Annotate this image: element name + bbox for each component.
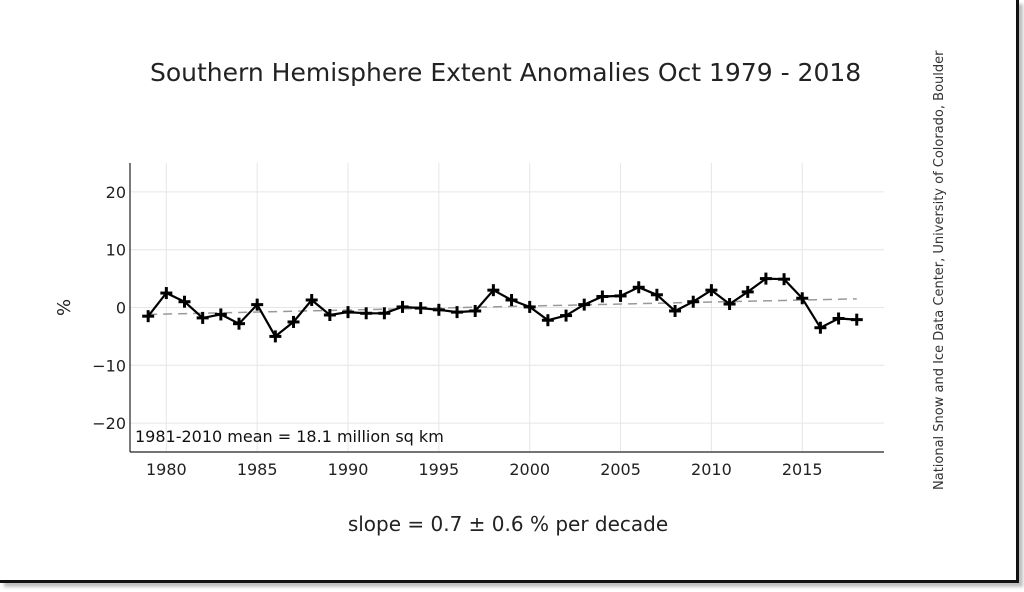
data-point-1983 [214,308,227,321]
data-point-1979 [142,310,155,323]
data-point-1988 [305,293,318,306]
mean-annotation: 1981-2010 mean = 18.1 million sq km [135,427,444,446]
data-point-2015 [796,292,809,305]
data-point-1984 [233,317,246,330]
data-point-1991 [360,307,373,320]
y-tick-label: −20 [92,414,126,433]
data-point-1994 [414,302,427,315]
data-point-1995 [432,303,445,316]
data-point-2003 [578,298,591,311]
y-tick-labels: 20 10 0 −10 −20 [92,183,126,433]
series-line [147,277,857,338]
x-tick-label: 2015 [782,460,823,479]
data-point-2014 [778,273,791,286]
data-point-2002 [560,309,573,322]
data-point-1986 [269,330,282,343]
y-tick-label: −10 [92,356,126,375]
series-layer [142,272,863,343]
x-tick-label: 1985 [237,460,278,479]
data-point-1985 [251,298,264,311]
data-point-2000 [523,300,536,313]
data-point-2017 [832,312,845,325]
data-point-2010 [705,284,718,297]
data-point-2004 [596,290,609,303]
data-point-2009 [687,295,700,308]
data-point-1982 [196,311,209,324]
chart-title: Southern Hemisphere Extent Anomalies Oct… [150,58,862,87]
data-point-1992 [378,307,391,320]
x-axis-label: slope = 0.7 ± 0.6 % per decade [347,512,669,536]
data-point-1990 [342,306,355,319]
data-point-2007 [650,288,663,301]
data-point-2006 [632,281,645,294]
data-point-2011 [723,298,736,311]
x-tick-label: 1995 [419,460,460,479]
data-point-2018 [850,313,863,326]
x-tick-label: 1980 [146,460,187,479]
data-point-2012 [741,285,754,298]
x-tick-label: 2005 [600,460,641,479]
y-tick-label: 20 [106,183,126,202]
data-point-1980 [160,287,173,300]
x-tick-label: 2010 [691,460,732,479]
x-tick-labels: 1980 1985 1990 1995 2000 2005 2010 2015 [146,460,823,479]
data-point-1999 [505,293,518,306]
data-point-2001 [541,314,554,327]
data-point-1998 [487,284,500,297]
data-point-1996 [451,306,464,319]
trend-line [148,298,857,316]
data-point-1987 [287,315,300,328]
data-point-1997 [469,304,482,317]
data-point-2013 [759,272,772,285]
x-tick-label: 1990 [328,460,369,479]
data-point-1993 [396,300,409,313]
gridlines [130,163,884,452]
y-tick-label: 0 [116,299,126,318]
data-point-1981 [178,295,191,308]
data-point-2016 [814,321,827,334]
y-tick-label: 10 [106,241,126,260]
data-point-1989 [323,309,336,322]
x-tick-label: 2000 [509,460,550,479]
data-point-2008 [669,304,682,317]
chart-frame [0,0,1019,583]
data-point-2005 [614,289,627,302]
y-axis-label: % [54,299,75,316]
